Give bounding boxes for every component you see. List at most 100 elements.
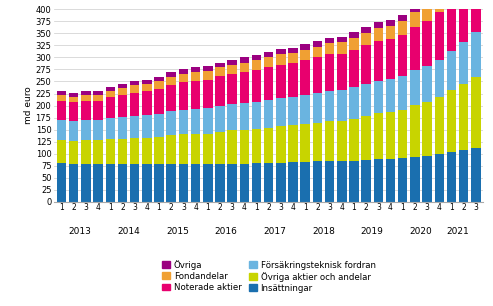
Bar <box>434 97 444 154</box>
Bar <box>215 106 225 132</box>
Bar <box>69 102 78 121</box>
Bar <box>57 91 66 95</box>
Text: 2019: 2019 <box>361 227 384 236</box>
Bar <box>81 164 91 202</box>
Bar <box>69 93 78 97</box>
Bar <box>178 82 188 110</box>
Bar <box>276 126 285 163</box>
Bar <box>252 60 261 70</box>
Bar <box>361 45 371 84</box>
Bar <box>337 162 347 202</box>
Bar <box>459 0 468 42</box>
Bar <box>386 112 395 159</box>
Bar <box>240 130 249 164</box>
Bar <box>301 95 310 124</box>
Bar <box>398 21 408 35</box>
Bar <box>252 129 261 163</box>
Bar <box>325 91 334 121</box>
Bar <box>398 110 408 158</box>
Bar <box>240 164 249 202</box>
Bar <box>434 12 444 60</box>
Bar <box>374 41 383 80</box>
Bar <box>167 77 176 85</box>
Bar <box>215 132 225 164</box>
Text: 2015: 2015 <box>166 227 189 236</box>
Bar <box>203 66 212 71</box>
Bar <box>93 91 103 95</box>
Bar <box>57 120 66 140</box>
Bar <box>349 38 359 50</box>
Bar <box>252 55 261 60</box>
Bar <box>178 135 188 164</box>
Bar <box>361 159 371 202</box>
Text: 2017: 2017 <box>263 227 286 236</box>
Bar <box>57 95 66 101</box>
Bar <box>386 79 395 112</box>
Bar <box>423 5 432 21</box>
Bar <box>423 66 432 102</box>
Bar <box>374 28 383 41</box>
Bar <box>191 164 200 202</box>
Bar <box>191 134 200 164</box>
Bar <box>264 128 274 163</box>
Bar <box>288 97 298 125</box>
Bar <box>447 152 456 202</box>
Bar <box>106 139 115 164</box>
Bar <box>142 84 151 91</box>
Bar <box>240 58 249 63</box>
Bar <box>154 89 164 114</box>
Bar <box>337 54 347 90</box>
Bar <box>459 42 468 84</box>
Text: 2016: 2016 <box>214 227 238 236</box>
Bar <box>423 0 432 5</box>
Bar <box>167 72 176 77</box>
Bar <box>447 50 456 90</box>
Bar <box>191 72 200 81</box>
Bar <box>191 110 200 134</box>
Bar <box>240 63 249 72</box>
Bar <box>57 101 66 120</box>
Bar <box>301 124 310 162</box>
Text: 2018: 2018 <box>312 227 335 236</box>
Bar <box>447 90 456 152</box>
Bar <box>69 141 78 164</box>
Bar <box>252 163 261 202</box>
Bar <box>69 164 78 202</box>
Bar <box>142 115 151 138</box>
Bar <box>410 105 420 157</box>
Bar <box>361 33 371 45</box>
Bar <box>203 108 212 133</box>
Bar <box>106 87 115 91</box>
Bar <box>288 48 298 53</box>
Bar <box>264 68 274 100</box>
Bar <box>154 81 164 89</box>
Bar <box>215 76 225 106</box>
Bar <box>264 163 274 202</box>
Bar <box>313 42 322 47</box>
Bar <box>325 162 334 202</box>
Bar <box>93 164 103 202</box>
Bar <box>301 60 310 95</box>
Bar <box>203 71 212 80</box>
Legend: Övriga, Fondandelar, Noterade aktier, Försäkringsteknisk fordran, Övriga aktier : Övriga, Fondandelar, Noterade aktier, Fö… <box>158 256 379 296</box>
Bar <box>227 60 237 65</box>
Bar <box>349 119 359 161</box>
Bar <box>57 163 66 202</box>
Bar <box>325 38 334 43</box>
Bar <box>325 43 334 54</box>
Bar <box>276 163 285 202</box>
Bar <box>349 32 359 38</box>
Bar <box>459 150 468 202</box>
Bar <box>337 37 347 43</box>
Text: 2013: 2013 <box>69 227 91 236</box>
Bar <box>361 116 371 159</box>
Bar <box>301 44 310 50</box>
Bar <box>276 54 285 65</box>
Bar <box>81 120 91 140</box>
Bar <box>142 164 151 202</box>
Text: 2021: 2021 <box>446 227 469 236</box>
Bar <box>191 68 200 72</box>
Bar <box>154 164 164 202</box>
Bar <box>227 130 237 164</box>
Bar <box>410 27 420 70</box>
